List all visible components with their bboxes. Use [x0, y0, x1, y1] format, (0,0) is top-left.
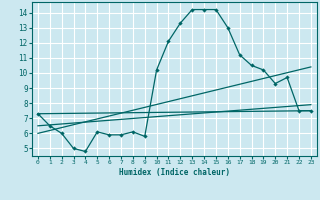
X-axis label: Humidex (Indice chaleur): Humidex (Indice chaleur) [119, 168, 230, 177]
